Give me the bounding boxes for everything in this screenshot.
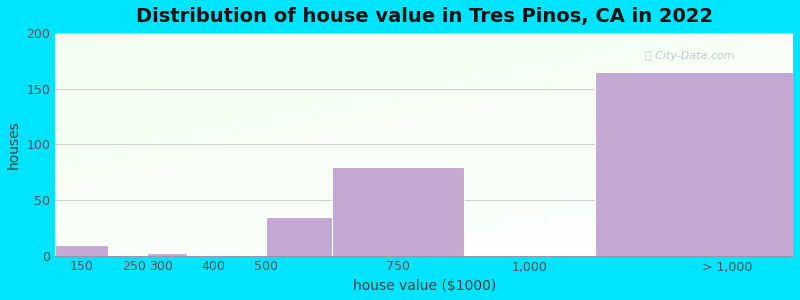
Bar	[55, 244, 108, 256]
Bar	[595, 72, 793, 256]
Bar	[147, 254, 187, 256]
X-axis label: house value ($1000): house value ($1000)	[353, 279, 496, 293]
Y-axis label: houses: houses	[7, 120, 21, 169]
Title: Distribution of house value in Tres Pinos, CA in 2022: Distribution of house value in Tres Pino…	[135, 7, 713, 26]
Bar	[266, 217, 332, 256]
Bar	[332, 167, 464, 256]
Text: ⓘ City-Data.com: ⓘ City-Data.com	[646, 51, 735, 61]
